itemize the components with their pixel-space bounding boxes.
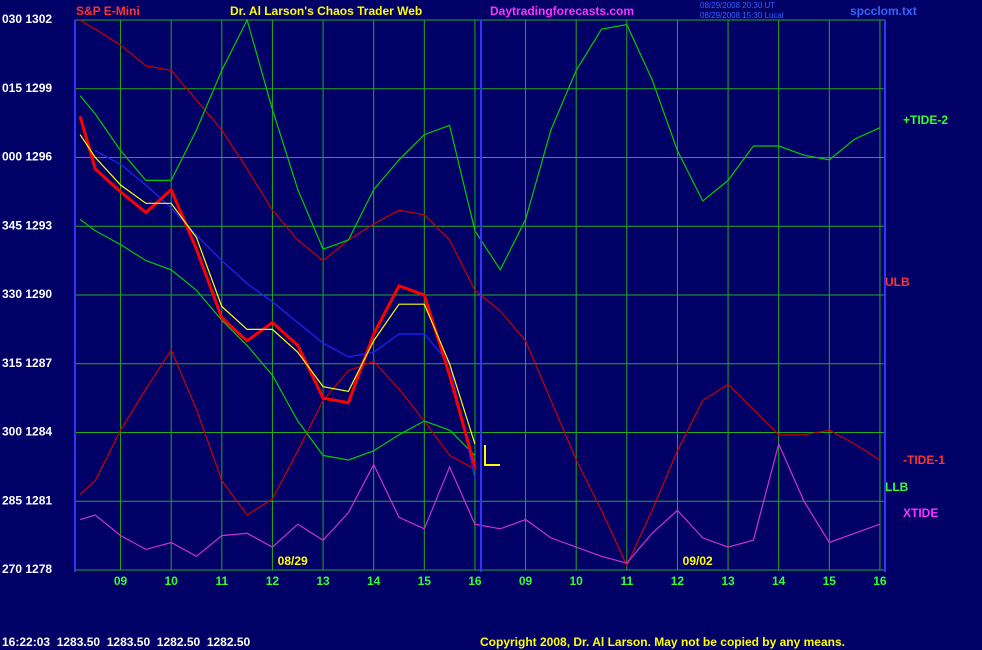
timestamp: 08/29/2008 20:30 UT: [700, 1, 775, 10]
symbol: S&P E-Mini: [76, 4, 140, 18]
series-line: [78, 115, 477, 468]
x-tick-label: 10: [165, 574, 179, 588]
date-label: 09/02: [683, 554, 713, 568]
series-label: -TIDE-1: [903, 453, 945, 467]
series-line: [79, 442, 881, 564]
x-tick-label: 15: [823, 574, 837, 588]
copyright: Copyright 2008, Dr. Al Larson. May not b…: [480, 635, 845, 649]
x-tick-label: 09: [114, 574, 128, 588]
y-tick-label: 300 1284: [2, 425, 52, 439]
x-tick-label: 11: [215, 574, 228, 588]
x-tick-label: 14: [367, 574, 381, 588]
y-tick-label: 270 1278: [2, 562, 52, 576]
y-tick-label: 345 1293: [2, 218, 52, 232]
x-tick-label: 16: [468, 574, 482, 588]
y-tick-label: 315 1287: [2, 356, 52, 370]
y-tick-label: 285 1281: [2, 493, 52, 507]
y-tick-label: 000 1296: [2, 150, 52, 164]
x-tick-label: 12: [671, 574, 685, 588]
series-line: [79, 218, 476, 461]
series-label: XTIDE: [903, 506, 938, 520]
y-tick-label: 030 1302: [2, 12, 52, 26]
x-tick-label: 11: [620, 574, 633, 588]
annotation: ULB: [885, 275, 910, 289]
series-line: [79, 348, 476, 516]
series-line: [79, 134, 476, 445]
x-tick-label: 13: [316, 574, 330, 588]
chart-title: Dr. Al Larson's Chaos Trader Web: [230, 4, 422, 18]
x-tick-label: 14: [772, 574, 786, 588]
marker: [484, 445, 500, 466]
timestamp: 08/29/2008 15:30 Local: [700, 11, 784, 20]
x-tick-label: 15: [418, 574, 432, 588]
series-line: [79, 18, 881, 272]
y-tick-label: 330 1290: [2, 287, 52, 301]
y-tick-label: 015 1299: [2, 81, 52, 95]
site: Daytradingforecasts.com: [490, 4, 634, 18]
x-tick-label: 10: [570, 574, 584, 588]
quote: 16:22:03 1283.50 1283.50 1282.50 1282.50: [2, 635, 251, 649]
x-tick-label: 12: [266, 574, 280, 588]
annotation: LLB: [885, 480, 909, 494]
plot: 270 1278 285 1281 300 1284 315 1287 330 1290…: [2, 12, 887, 588]
x-tick-label: 13: [721, 574, 735, 588]
series-line: [95, 150, 476, 479]
date-label: 08/29: [278, 554, 308, 568]
x-tick-label: 16: [873, 574, 887, 588]
series-label: +TIDE-2: [903, 113, 948, 127]
x-tick-label: 09: [519, 574, 533, 588]
file-name: spcclom.txt: [850, 4, 917, 18]
